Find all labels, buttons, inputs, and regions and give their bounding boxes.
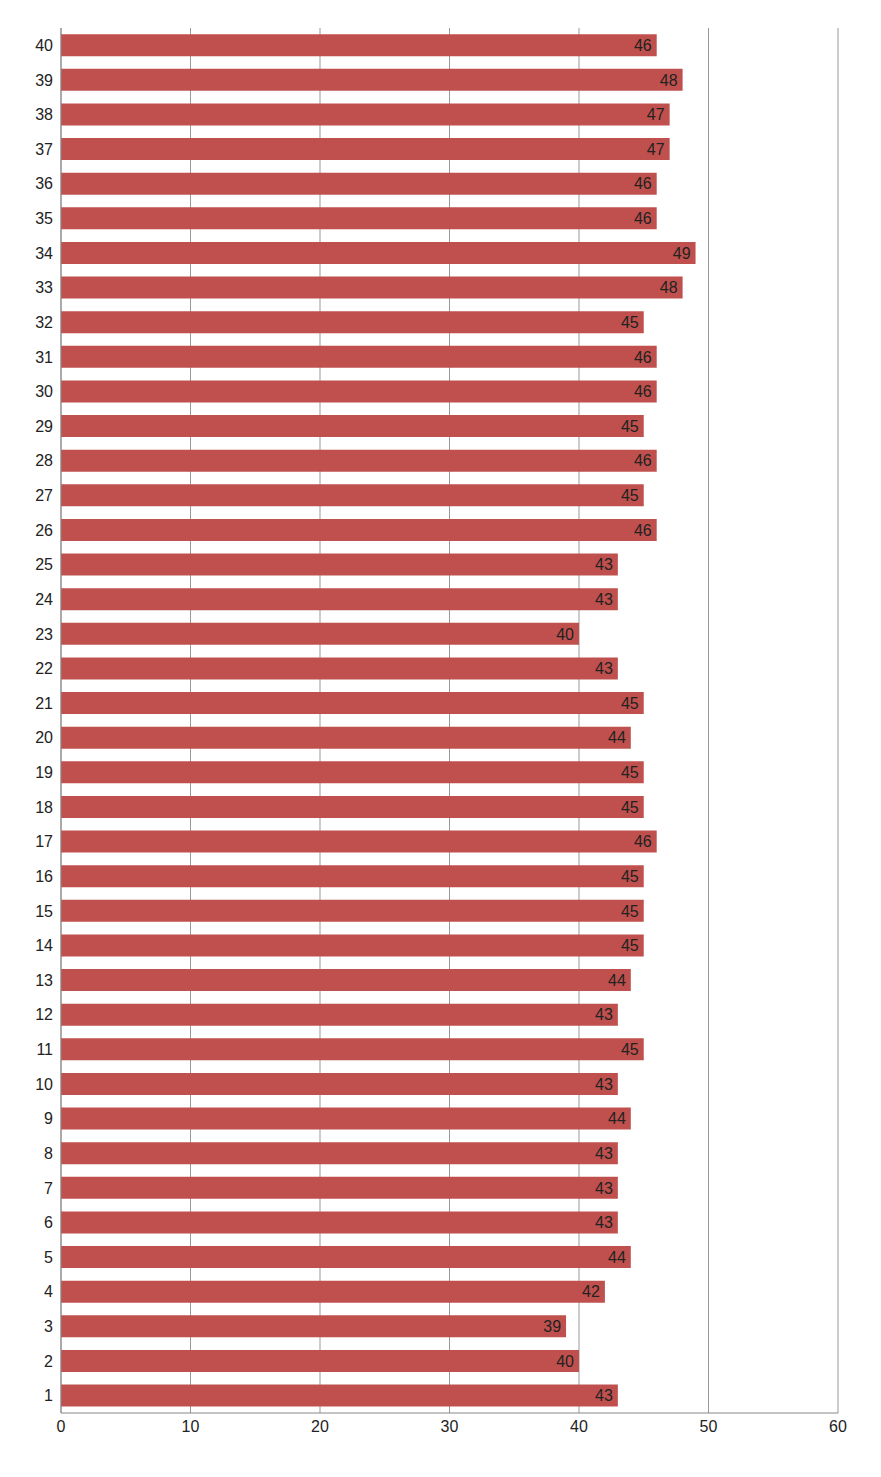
svg-text:10: 10 (182, 1418, 200, 1435)
svg-text:50: 50 (700, 1418, 718, 1435)
svg-text:40: 40 (35, 37, 53, 54)
svg-text:0: 0 (57, 1418, 66, 1435)
svg-text:40: 40 (556, 1353, 574, 1370)
svg-text:6: 6 (44, 1214, 53, 1231)
svg-text:40: 40 (556, 626, 574, 643)
svg-text:45: 45 (621, 937, 639, 954)
svg-text:8: 8 (44, 1145, 53, 1162)
svg-text:37: 37 (35, 141, 53, 158)
svg-text:12: 12 (35, 1006, 53, 1023)
svg-text:7: 7 (44, 1180, 53, 1197)
svg-text:21: 21 (35, 695, 53, 712)
svg-text:46: 46 (634, 349, 652, 366)
svg-text:46: 46 (634, 833, 652, 850)
svg-text:26: 26 (35, 522, 53, 539)
svg-text:33: 33 (35, 279, 53, 296)
svg-text:16: 16 (35, 868, 53, 885)
svg-text:45: 45 (621, 799, 639, 816)
svg-text:39: 39 (35, 72, 53, 89)
svg-text:45: 45 (621, 418, 639, 435)
svg-text:14: 14 (35, 937, 53, 954)
svg-text:49: 49 (673, 245, 691, 262)
svg-text:1: 1 (44, 1387, 53, 1404)
svg-text:10: 10 (35, 1076, 53, 1093)
svg-text:40: 40 (570, 1418, 588, 1435)
svg-text:45: 45 (621, 1041, 639, 1058)
svg-text:44: 44 (608, 729, 626, 746)
svg-text:45: 45 (621, 764, 639, 781)
svg-text:25: 25 (35, 556, 53, 573)
svg-text:2: 2 (44, 1353, 53, 1370)
svg-text:11: 11 (36, 1041, 53, 1058)
svg-text:27: 27 (35, 487, 53, 504)
svg-text:30: 30 (441, 1418, 459, 1435)
svg-text:24: 24 (35, 591, 53, 608)
svg-text:3: 3 (44, 1318, 53, 1335)
svg-text:47: 47 (647, 106, 665, 123)
svg-text:44: 44 (608, 972, 626, 989)
svg-text:13: 13 (35, 972, 53, 989)
svg-text:42: 42 (582, 1283, 600, 1300)
svg-text:43: 43 (595, 1145, 613, 1162)
svg-text:46: 46 (634, 383, 652, 400)
svg-text:19: 19 (35, 764, 53, 781)
svg-text:48: 48 (660, 72, 678, 89)
svg-text:28: 28 (35, 452, 53, 469)
svg-text:15: 15 (35, 903, 53, 920)
svg-text:46: 46 (634, 210, 652, 227)
svg-text:23: 23 (35, 626, 53, 643)
svg-text:31: 31 (35, 349, 53, 366)
svg-text:46: 46 (634, 37, 652, 54)
svg-text:60: 60 (829, 1418, 847, 1435)
svg-text:45: 45 (621, 314, 639, 331)
svg-text:22: 22 (35, 660, 53, 677)
svg-text:30: 30 (35, 383, 53, 400)
svg-text:43: 43 (595, 660, 613, 677)
svg-text:43: 43 (595, 1006, 613, 1023)
svg-text:45: 45 (621, 903, 639, 920)
svg-text:43: 43 (595, 1214, 613, 1231)
svg-text:45: 45 (621, 487, 639, 504)
svg-text:18: 18 (35, 799, 53, 816)
svg-text:39: 39 (543, 1318, 561, 1335)
svg-text:38: 38 (35, 106, 53, 123)
svg-text:43: 43 (595, 591, 613, 608)
svg-text:17: 17 (35, 833, 53, 850)
svg-text:45: 45 (621, 695, 639, 712)
svg-text:9: 9 (44, 1110, 53, 1127)
svg-text:20: 20 (311, 1418, 329, 1435)
svg-text:46: 46 (634, 452, 652, 469)
svg-text:43: 43 (595, 1180, 613, 1197)
svg-text:5: 5 (44, 1249, 53, 1266)
svg-text:46: 46 (634, 175, 652, 192)
svg-text:44: 44 (608, 1249, 626, 1266)
svg-text:20: 20 (35, 729, 53, 746)
svg-text:32: 32 (35, 314, 53, 331)
svg-text:45: 45 (621, 868, 639, 885)
svg-text:34: 34 (35, 245, 53, 262)
svg-text:35: 35 (35, 210, 53, 227)
svg-text:43: 43 (595, 1076, 613, 1093)
svg-text:43: 43 (595, 1387, 613, 1404)
svg-text:48: 48 (660, 279, 678, 296)
svg-text:43: 43 (595, 556, 613, 573)
svg-text:44: 44 (608, 1110, 626, 1127)
svg-text:4: 4 (44, 1283, 53, 1300)
svg-text:47: 47 (647, 141, 665, 158)
svg-text:29: 29 (35, 418, 53, 435)
svg-text:46: 46 (634, 522, 652, 539)
svg-text:36: 36 (35, 175, 53, 192)
